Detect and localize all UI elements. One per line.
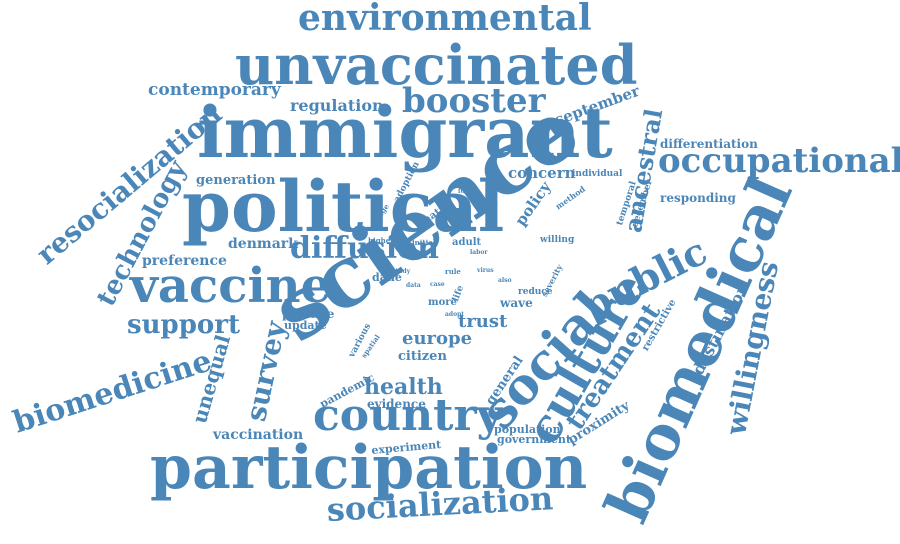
word-generation: generation — [196, 173, 276, 188]
word-adopt: adopt — [445, 311, 465, 318]
word-method: method — [553, 183, 588, 212]
word-country: country — [313, 390, 503, 441]
word-data: data — [406, 282, 421, 289]
word-survey: survey — [239, 318, 293, 425]
word-government: government — [497, 433, 571, 446]
word-denmark: denmark — [228, 236, 298, 252]
word-vaccine: vaccine — [130, 258, 332, 314]
word-regulation: regulation — [290, 96, 384, 115]
word-willing: willing — [540, 235, 575, 245]
word-preference: preference — [142, 253, 227, 269]
word-environmental: environmental — [298, 0, 592, 39]
word-more: more — [428, 297, 457, 308]
word-responding: responding — [660, 191, 736, 205]
word-support: support — [127, 310, 240, 340]
word-higher: higher — [368, 236, 394, 245]
word-positive: positive — [282, 307, 335, 321]
word-labor: labor — [470, 249, 488, 256]
word-reduce: reduce — [518, 287, 553, 297]
word-differentiation: differentiation — [660, 137, 758, 151]
word-initial: initial — [412, 238, 436, 247]
word-virus: virus — [477, 267, 494, 274]
word-update: update — [284, 319, 327, 332]
word-also: also — [498, 277, 512, 284]
word-immigrant: immigrant — [197, 91, 613, 174]
word-occupational: occupational — [658, 141, 900, 181]
word-socialization: socialization — [325, 479, 555, 529]
word-vaccination: vaccination — [213, 427, 304, 443]
word-europe: europe — [402, 328, 473, 349]
word-booster: booster — [402, 81, 546, 121]
word-participation: participation — [150, 433, 588, 503]
word-biomedicine: biomedicine — [9, 343, 216, 441]
word-individual: individual — [572, 169, 623, 179]
word-case: case — [430, 281, 445, 288]
word-rule: rule — [445, 267, 461, 276]
word-unvaccinated: unvaccinated — [235, 33, 638, 97]
word-adult: adult — [452, 237, 482, 248]
word-dane: dane — [372, 271, 402, 284]
word-contemporary: contemporary — [148, 80, 281, 100]
word-trust: trust — [458, 311, 508, 332]
word-life: life — [451, 284, 467, 304]
word-evidence: evidence — [367, 397, 426, 411]
word-diffusion: diffusion — [290, 231, 439, 266]
word-citizen: citizen — [398, 349, 447, 364]
word-wave: wave — [500, 296, 533, 310]
word-political: political — [182, 165, 505, 248]
word-health: health — [364, 374, 443, 400]
word-focus: focus — [458, 188, 476, 195]
word-concern: concern — [508, 164, 576, 182]
word-population: population — [494, 423, 561, 436]
word-study: study — [392, 268, 411, 275]
